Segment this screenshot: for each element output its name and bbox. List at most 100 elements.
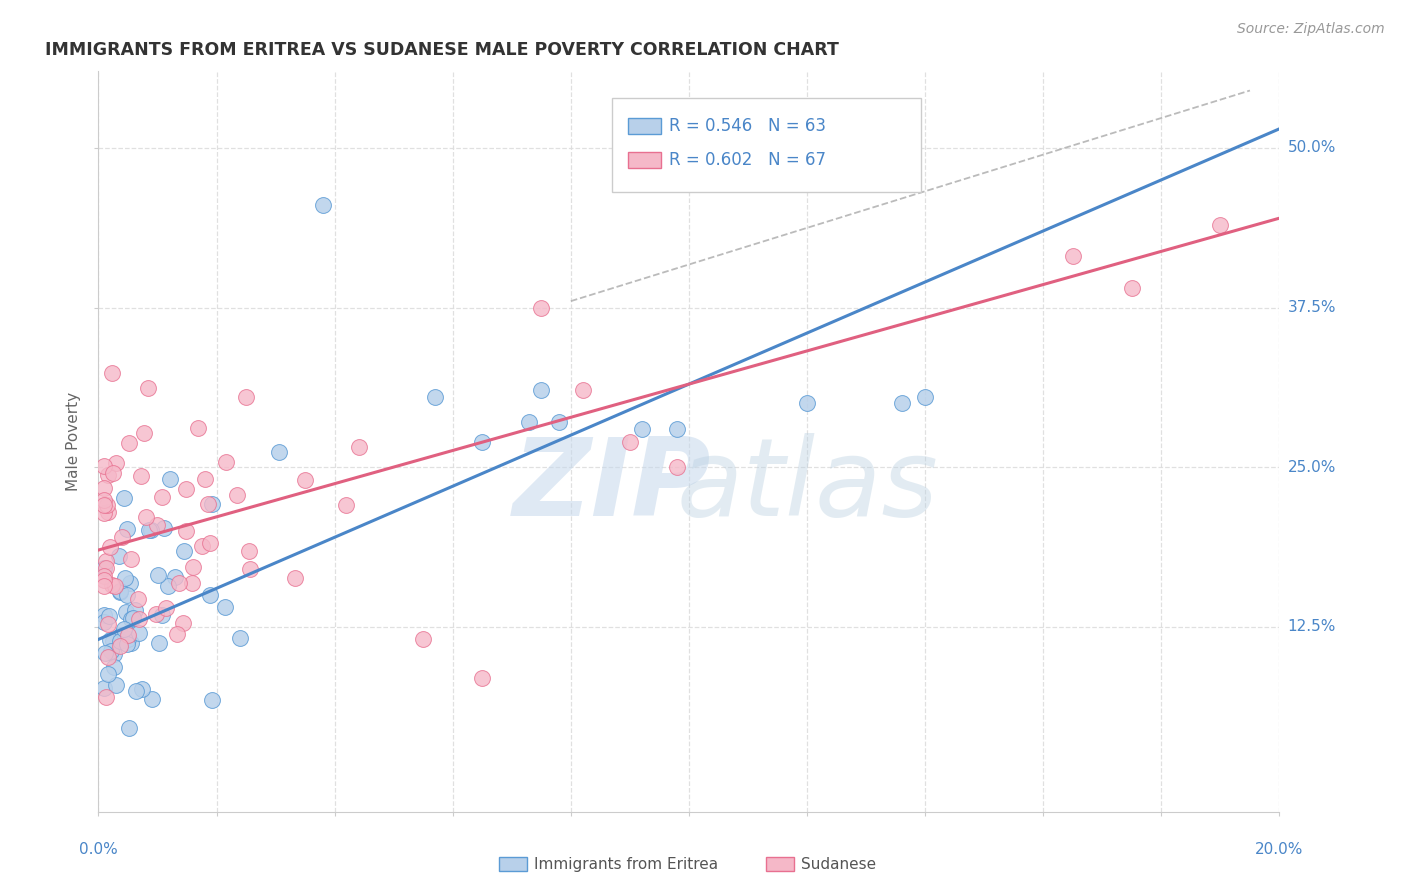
Point <box>128 612 150 626</box>
Point <box>120 612 142 626</box>
Point <box>914 390 936 404</box>
Point <box>312 198 335 212</box>
Point <box>181 560 204 574</box>
Text: Sudanese: Sudanese <box>801 857 876 871</box>
Point <box>156 579 179 593</box>
Point <box>215 455 238 469</box>
Point <box>571 384 593 398</box>
Point <box>93 607 115 622</box>
Text: 12.5%: 12.5% <box>1288 619 1336 634</box>
Point <box>98 608 121 623</box>
Point <box>796 396 818 410</box>
Text: 0.0%: 0.0% <box>79 842 118 857</box>
Point <box>173 544 195 558</box>
Point <box>471 434 494 449</box>
Point <box>101 366 124 380</box>
Point <box>135 509 157 524</box>
Point <box>165 570 187 584</box>
Text: R = 0.546   N = 63: R = 0.546 N = 63 <box>669 117 827 135</box>
Point <box>118 721 141 735</box>
Point <box>412 632 434 647</box>
Point <box>153 521 176 535</box>
Y-axis label: Male Poverty: Male Poverty <box>66 392 82 491</box>
Point <box>138 523 160 537</box>
Point <box>97 467 120 482</box>
Point <box>97 505 120 519</box>
Point <box>115 523 138 537</box>
Point <box>110 634 132 648</box>
Point <box>115 637 138 651</box>
Point <box>890 396 912 410</box>
Text: ZIP: ZIP <box>513 433 711 539</box>
Point <box>93 573 115 587</box>
Text: Source: ZipAtlas.com: Source: ZipAtlas.com <box>1237 22 1385 37</box>
Point <box>100 644 122 658</box>
Point <box>239 562 262 576</box>
Point <box>141 691 163 706</box>
Text: 37.5%: 37.5% <box>1288 300 1336 315</box>
Point <box>110 584 132 599</box>
Point <box>198 536 221 550</box>
Point <box>201 497 224 511</box>
Point <box>93 561 115 575</box>
Point <box>145 518 167 533</box>
Point <box>172 615 194 630</box>
Point <box>93 459 115 474</box>
Point <box>98 540 121 554</box>
Point <box>226 487 249 501</box>
Point <box>214 599 236 614</box>
Point <box>166 627 188 641</box>
Point <box>284 570 307 584</box>
Point <box>97 617 120 632</box>
Point <box>93 579 115 593</box>
Point <box>548 416 571 430</box>
Point <box>139 524 162 538</box>
Point <box>110 628 132 642</box>
Point <box>108 549 131 563</box>
Point <box>150 490 173 504</box>
Point <box>94 554 117 568</box>
Point <box>120 551 142 566</box>
Point <box>174 482 197 496</box>
Point <box>104 456 127 470</box>
Text: 20.0%: 20.0% <box>1256 842 1303 857</box>
Point <box>112 491 135 506</box>
Point <box>120 576 142 591</box>
Point <box>174 524 197 539</box>
Point <box>103 633 125 648</box>
Text: IMMIGRANTS FROM ERITREA VS SUDANESE MALE POVERTY CORRELATION CHART: IMMIGRANTS FROM ERITREA VS SUDANESE MALE… <box>45 41 839 59</box>
Point <box>471 671 494 685</box>
Point <box>122 611 145 625</box>
Point <box>194 472 217 486</box>
Point <box>132 426 155 441</box>
Point <box>519 416 541 430</box>
Point <box>93 481 115 495</box>
Point <box>94 561 117 575</box>
Point <box>96 498 118 512</box>
Point <box>117 588 139 602</box>
Point <box>94 646 117 660</box>
Point <box>111 530 134 544</box>
Point <box>112 622 135 636</box>
Point <box>619 434 641 449</box>
Point <box>114 605 136 619</box>
Point <box>103 659 125 673</box>
Point <box>238 543 260 558</box>
Point <box>666 460 689 475</box>
Point <box>104 579 127 593</box>
Point <box>93 569 115 583</box>
Point <box>105 678 128 692</box>
Point <box>103 647 125 661</box>
Point <box>108 585 131 599</box>
Point <box>117 632 139 646</box>
Point <box>169 576 191 591</box>
Point <box>1209 218 1232 232</box>
Text: 50.0%: 50.0% <box>1288 140 1336 155</box>
Point <box>294 473 316 487</box>
Point <box>229 632 252 646</box>
Point <box>145 607 167 621</box>
Point <box>101 466 124 480</box>
Point <box>1121 281 1143 295</box>
Point <box>120 636 142 650</box>
Point <box>530 301 553 315</box>
